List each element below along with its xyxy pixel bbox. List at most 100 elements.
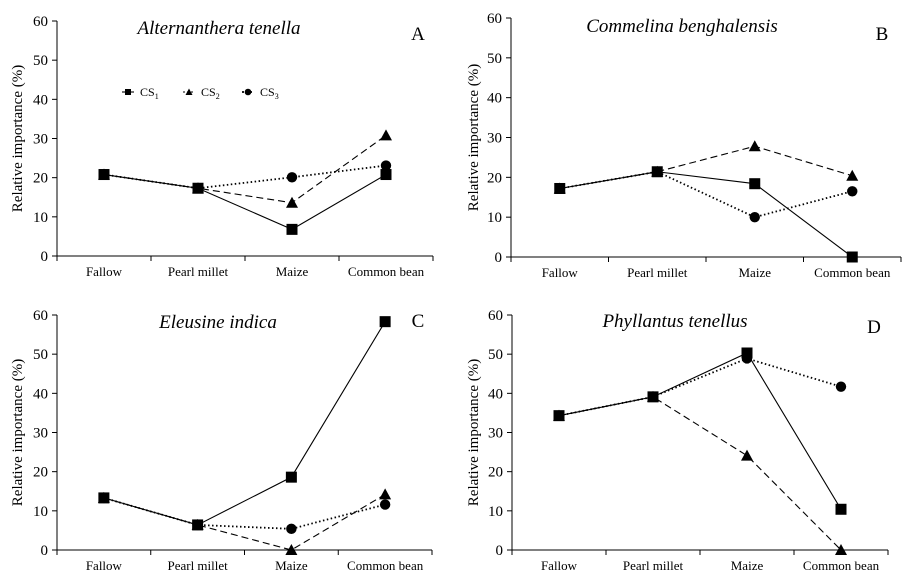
y-tick-label: 20: [487, 170, 502, 186]
data-point-cs1: [846, 251, 858, 263]
legend-square-marker-icon: [125, 89, 131, 95]
data-point-cs3: [749, 211, 760, 223]
chart-title: Alternanthera tenella: [135, 18, 300, 39]
y-tick-label: 50: [488, 347, 503, 363]
y-tick-label: 0: [41, 249, 49, 265]
x-tick-label: Maize: [739, 265, 772, 280]
panel-letter: B: [876, 24, 889, 45]
y-tick-label: 20: [488, 465, 503, 481]
data-point-cs1: [741, 347, 753, 359]
data-point-cs1: [647, 391, 659, 403]
y-tick-label: 20: [33, 465, 48, 481]
data-point-cs3: [847, 186, 858, 197]
data-point-cs1: [286, 223, 298, 235]
data-point-cs1: [192, 519, 204, 531]
y-tick-label: 50: [33, 53, 48, 69]
y-tick-label: 40: [488, 386, 503, 402]
y-tick-label: 30: [487, 131, 502, 147]
chart-title: Phyllantus tenellus: [601, 311, 747, 332]
y-axis-label: Relative importance (%): [466, 64, 482, 211]
panel-b: 0 10 20 30 40 50 60 Fallow Pearl millet Maize Comm…: [466, 11, 902, 280]
series-line-cs3: [559, 170, 853, 219]
y-axis-label: Relative importance (%): [10, 65, 26, 212]
y-tick-label: 10: [488, 504, 503, 520]
legend-item: CS2: [183, 85, 220, 101]
y-tick-label: 40: [33, 92, 48, 108]
legend-item: CS1: [122, 85, 159, 101]
y-tick-label: 30: [488, 426, 503, 442]
y-tick-label: 0: [496, 543, 504, 559]
y-tick-label: 50: [33, 347, 48, 363]
data-point-cs3: [286, 523, 297, 535]
y-tick-label: 40: [487, 91, 502, 107]
y-tick-label: 60: [487, 11, 502, 27]
chart-title: Commelina benghalensis: [586, 16, 778, 37]
series-line-cs3: [103, 497, 386, 530]
legend: CS1 CS2 CS3: [122, 85, 279, 101]
data-point-cs1: [379, 316, 391, 328]
legend-triangle-marker-icon: [185, 88, 193, 95]
x-tick-label: Maize: [731, 558, 764, 573]
data-point-cs2: [286, 196, 298, 208]
y-tick-label: 10: [33, 504, 48, 520]
y-tick-label: 40: [33, 386, 48, 402]
legend-label: CS3: [260, 85, 279, 101]
y-axis-label: Relative importance (%): [466, 359, 482, 506]
data-point-cs1: [380, 169, 392, 181]
x-tick-label: Common bean: [347, 558, 424, 573]
data-point-cs2: [846, 169, 859, 181]
data-point-cs1: [285, 471, 297, 483]
x-tick-label: Pearl millet: [168, 264, 229, 279]
x-tick-label: Common bean: [803, 558, 880, 573]
series-line-cs1: [103, 173, 387, 230]
y-tick-label: 50: [487, 51, 502, 67]
x-tick-label: Fallow: [542, 265, 579, 280]
y-tick-label: 20: [33, 171, 48, 187]
x-tick-label: Pearl millet: [623, 558, 684, 573]
data-point-cs1: [553, 410, 565, 422]
x-tick-label: Maize: [276, 264, 309, 279]
panel-d: 0 10 20 30 40 50 60 Fallow Pearl millet Maize Comm…: [466, 308, 889, 573]
data-point-cs1: [192, 182, 204, 194]
data-point-cs2: [285, 544, 298, 555]
y-tick-label: 0: [495, 250, 503, 266]
y-tick-label: 60: [488, 308, 503, 324]
panel-letter: A: [411, 24, 425, 45]
series-line-cs2: [103, 134, 387, 204]
x-tick-label: Maize: [275, 558, 308, 573]
data-point-cs3: [380, 160, 392, 171]
series-line-cs1: [558, 352, 842, 510]
y-tick-label: 10: [487, 210, 502, 226]
legend-item: CS3: [242, 85, 279, 101]
y-tick-label: 30: [33, 426, 48, 442]
x-tick-label: Fallow: [86, 264, 123, 279]
data-point-cs2: [379, 488, 392, 500]
data-point-cs1: [749, 178, 761, 190]
series-line-cs2: [559, 145, 853, 190]
y-tick-label: 10: [33, 210, 48, 226]
data-point-cs3: [379, 499, 391, 510]
x-tick-label: Pearl millet: [627, 265, 688, 280]
data-point-cs2: [835, 544, 847, 555]
data-point-cs2: [741, 449, 753, 461]
legend-label: CS2: [201, 85, 220, 101]
series-line-cs2: [558, 396, 842, 551]
y-axis-label: Relative importance (%): [10, 359, 26, 506]
y-tick-label: 60: [33, 308, 48, 324]
x-tick-label: Common bean: [348, 264, 425, 279]
panel-letter: D: [867, 317, 881, 338]
chart-title: Eleusine indica: [158, 312, 277, 333]
data-point-cs1: [98, 492, 110, 504]
data-point-cs3: [286, 172, 298, 183]
data-point-cs3: [835, 381, 847, 392]
data-point-cs1: [835, 503, 847, 515]
x-tick-label: Fallow: [541, 558, 578, 573]
legend-label: CS1: [140, 85, 159, 101]
data-point-cs2: [380, 129, 392, 141]
data-point-cs1: [554, 182, 566, 194]
data-point-cs1: [651, 166, 663, 178]
x-tick-label: Pearl millet: [167, 558, 228, 573]
series-line-cs1: [103, 321, 386, 526]
x-tick-label: Common bean: [814, 265, 891, 280]
